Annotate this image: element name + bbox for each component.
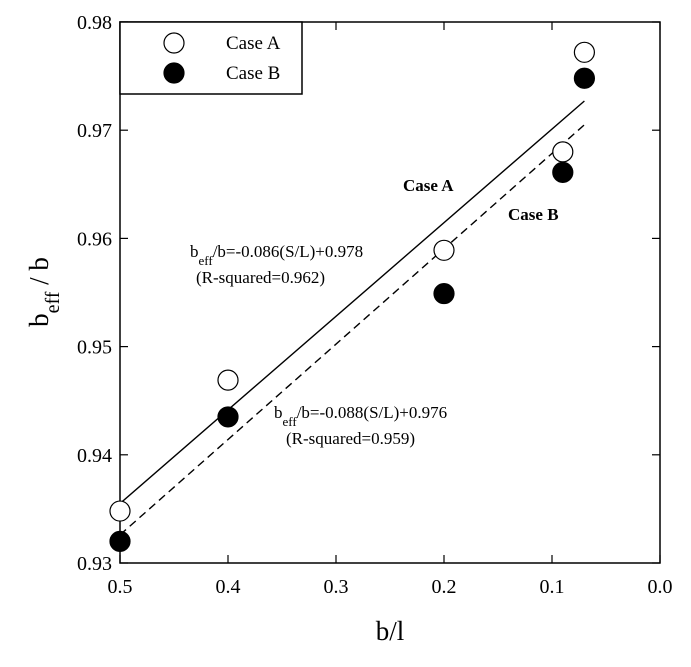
equation-case-a-sub: eff	[199, 253, 214, 268]
data-point-case-a	[217, 369, 239, 391]
legend-label-case-b: Case B	[226, 63, 280, 84]
data-point-case-b	[217, 406, 239, 428]
x-tick-label: 0.1	[540, 576, 565, 598]
legend: Case A Case B	[119, 21, 303, 95]
equation-case-b-rest: /b=-0.088(S/L)+0.976	[297, 403, 447, 422]
y-tick-label: 0.93	[77, 553, 112, 575]
equation-case-b: beff/b=-0.088(S/L)+0.976	[274, 403, 447, 429]
data-point-case-a	[109, 500, 131, 522]
y-tick-label: 0.95	[77, 337, 112, 359]
fit-line-case-b	[119, 124, 585, 536]
legend-label-case-a: Case A	[226, 33, 281, 54]
y-axis-title-sub: eff	[42, 291, 64, 313]
r-squared-case-b: (R-squared=0.959)	[286, 429, 415, 448]
equation-case-b-sub: eff	[283, 414, 298, 429]
data-point-case-a	[552, 141, 574, 163]
data-point-case-b	[573, 67, 596, 89]
y-tick-label: 0.96	[77, 228, 112, 250]
y-axis-title: beff / b	[24, 257, 64, 327]
data-point-case-b	[109, 530, 131, 552]
annotation-case-b: Case B	[508, 205, 559, 224]
y-tick-label: 0.98	[77, 12, 112, 34]
y-tick-label: 0.94	[77, 445, 112, 467]
equation-case-b-lead: b	[274, 403, 283, 422]
legend-marker-case-b	[163, 62, 185, 84]
data-point-case-a	[433, 239, 455, 261]
y-axis-title-main: b	[24, 313, 54, 327]
data-points	[109, 41, 596, 552]
data-point-case-b	[552, 161, 574, 183]
axis-ticks: 0.5 0.4 0.3 0.2 0.1 0.0 0.93 0.94 0.95 0.96 0.97 0.…	[77, 12, 673, 598]
x-tick-label: 0.0	[648, 576, 673, 598]
equation-case-a-rest: /b=-0.086(S/L)+0.978	[213, 242, 363, 261]
y-tick-label: 0.97	[77, 120, 112, 142]
r-squared-case-a: (R-squared=0.962)	[196, 268, 325, 287]
plot-frame	[119, 21, 661, 564]
x-axis-title: b/l	[376, 616, 405, 646]
x-tick-label: 0.3	[324, 576, 349, 598]
x-tick-label: 0.5	[108, 576, 133, 598]
equation-case-a-lead: b	[190, 242, 199, 261]
fit-lines	[119, 100, 585, 536]
data-point-case-b	[433, 282, 455, 305]
equation-case-a: beff/b=-0.086(S/L)+0.978	[190, 242, 363, 268]
data-point-case-a	[573, 41, 596, 63]
annotation-case-a: Case A	[403, 176, 454, 195]
x-tick-label: 0.2	[432, 576, 457, 598]
legend-box	[119, 21, 303, 95]
y-axis-title-tail: / b	[24, 257, 54, 292]
fit-line-case-a	[119, 100, 585, 505]
x-tick-label: 0.4	[216, 576, 241, 598]
legend-marker-case-a	[163, 32, 185, 54]
